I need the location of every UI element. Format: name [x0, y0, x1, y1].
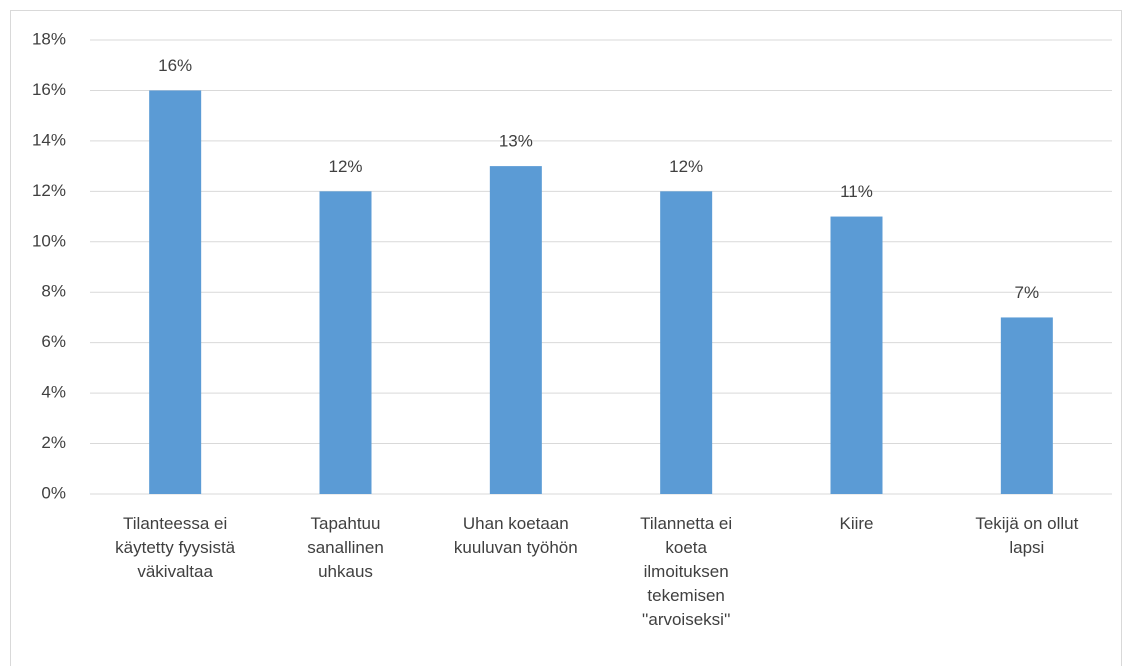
y-tick-label: 14%	[32, 130, 66, 149]
data-label: 12%	[669, 157, 703, 176]
y-tick-label: 6%	[41, 332, 66, 351]
y-tick-label: 0%	[41, 483, 66, 502]
bar	[830, 216, 883, 495]
x-tick-label: Tapahtuu sanallinen uhkaus	[307, 514, 384, 581]
y-tick-label: 10%	[32, 231, 66, 250]
data-label: 11%	[840, 182, 873, 201]
y-tick-label: 8%	[41, 282, 66, 301]
x-tick-label: Uhan koetaan kuuluvan työhön	[453, 514, 578, 557]
y-tick-label: 16%	[32, 80, 66, 99]
x-tick-label: Kiire	[839, 514, 874, 533]
x-tick-label: Tilannetta ei koeta ilmoituksen tekemise…	[640, 514, 733, 629]
bar	[660, 191, 713, 495]
y-tick-label: 12%	[32, 181, 66, 200]
y-tick-label: 18%	[32, 29, 66, 48]
data-label: 7%	[1015, 283, 1040, 302]
data-label: 12%	[328, 157, 362, 176]
data-label: 13%	[499, 132, 533, 151]
x-tick-label: Tekijä on ollut lapsi	[975, 514, 1079, 557]
y-tick-label: 4%	[41, 383, 66, 402]
bar	[1000, 317, 1053, 494]
bar	[319, 191, 372, 495]
data-label: 16%	[158, 56, 192, 75]
chart-border	[10, 10, 1122, 666]
bar	[489, 166, 542, 494]
bar	[149, 90, 202, 494]
y-tick-label: 2%	[41, 433, 66, 452]
x-tick-label: Tilanteessa ei käytetty fyysistä väkival…	[115, 514, 236, 581]
